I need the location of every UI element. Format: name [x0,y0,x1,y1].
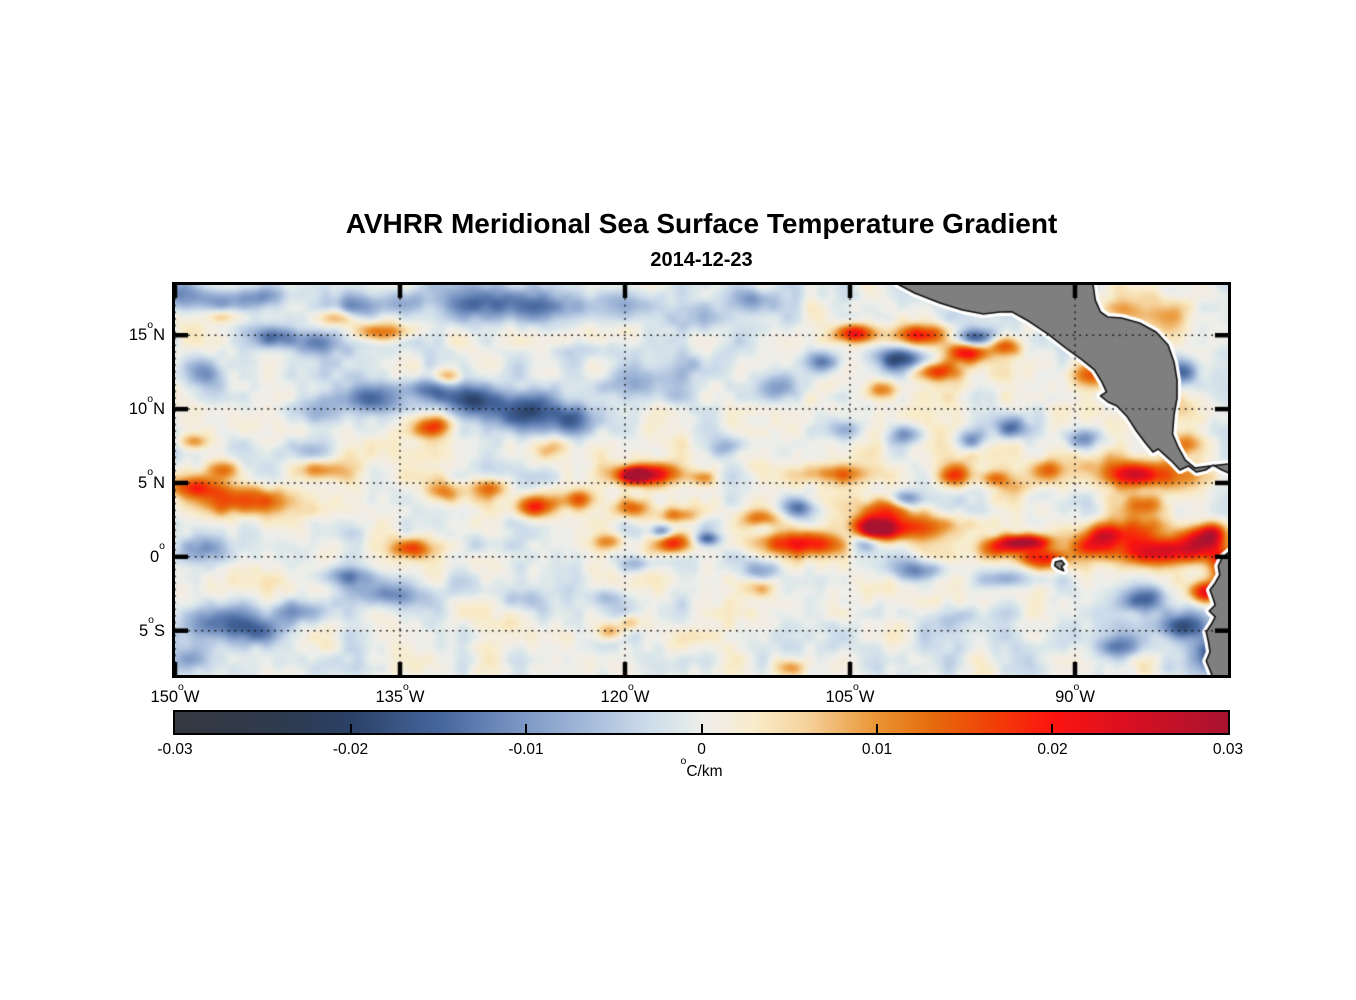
colorbar-tick-label: -0.02 [332,741,369,758]
chart-date-subtitle: 2014-12-23 [650,249,753,271]
y-tick-label: 15oN [128,318,165,345]
y-tick-label: 10oN [128,392,165,419]
colorbar-tick-label: -0.03 [157,741,193,758]
x-tick-label: 150oW [150,680,200,706]
x-tick-label: 135oW [375,680,425,706]
y-tick-label: 5oN [138,466,165,492]
colorbar-tick-label: 0.01 [861,741,893,758]
colorbar-tick-label: 0 [697,741,706,758]
colorbar-tick-label: -0.01 [508,741,544,758]
y-tick-label: 0o [149,540,165,566]
colorbar-tick [1051,724,1054,733]
colorbar-tick [349,724,352,733]
colorbar-gradient [175,712,1228,733]
x-tick-label: 105oW [825,680,875,706]
colorbar-tick-label: 0.03 [1212,741,1244,758]
colorbar-tick [524,724,527,733]
map-plot-area [172,282,1231,678]
x-tick-label: 120oW [600,680,650,706]
colorbar-tick-label: 0.02 [1037,741,1068,758]
sst-gradient-heatmap-canvas [175,285,1228,675]
colorbar-tick [700,724,703,733]
colorbar-tick [876,724,878,733]
chart-title: AVHRR Meridional Sea Surface Temperature… [345,208,1058,239]
y-tick-label: 5oS [138,614,165,640]
colorbar [173,710,1230,735]
x-tick-label: 90oW [1055,680,1095,706]
colorbar-unit-label: oC/km [680,754,723,780]
